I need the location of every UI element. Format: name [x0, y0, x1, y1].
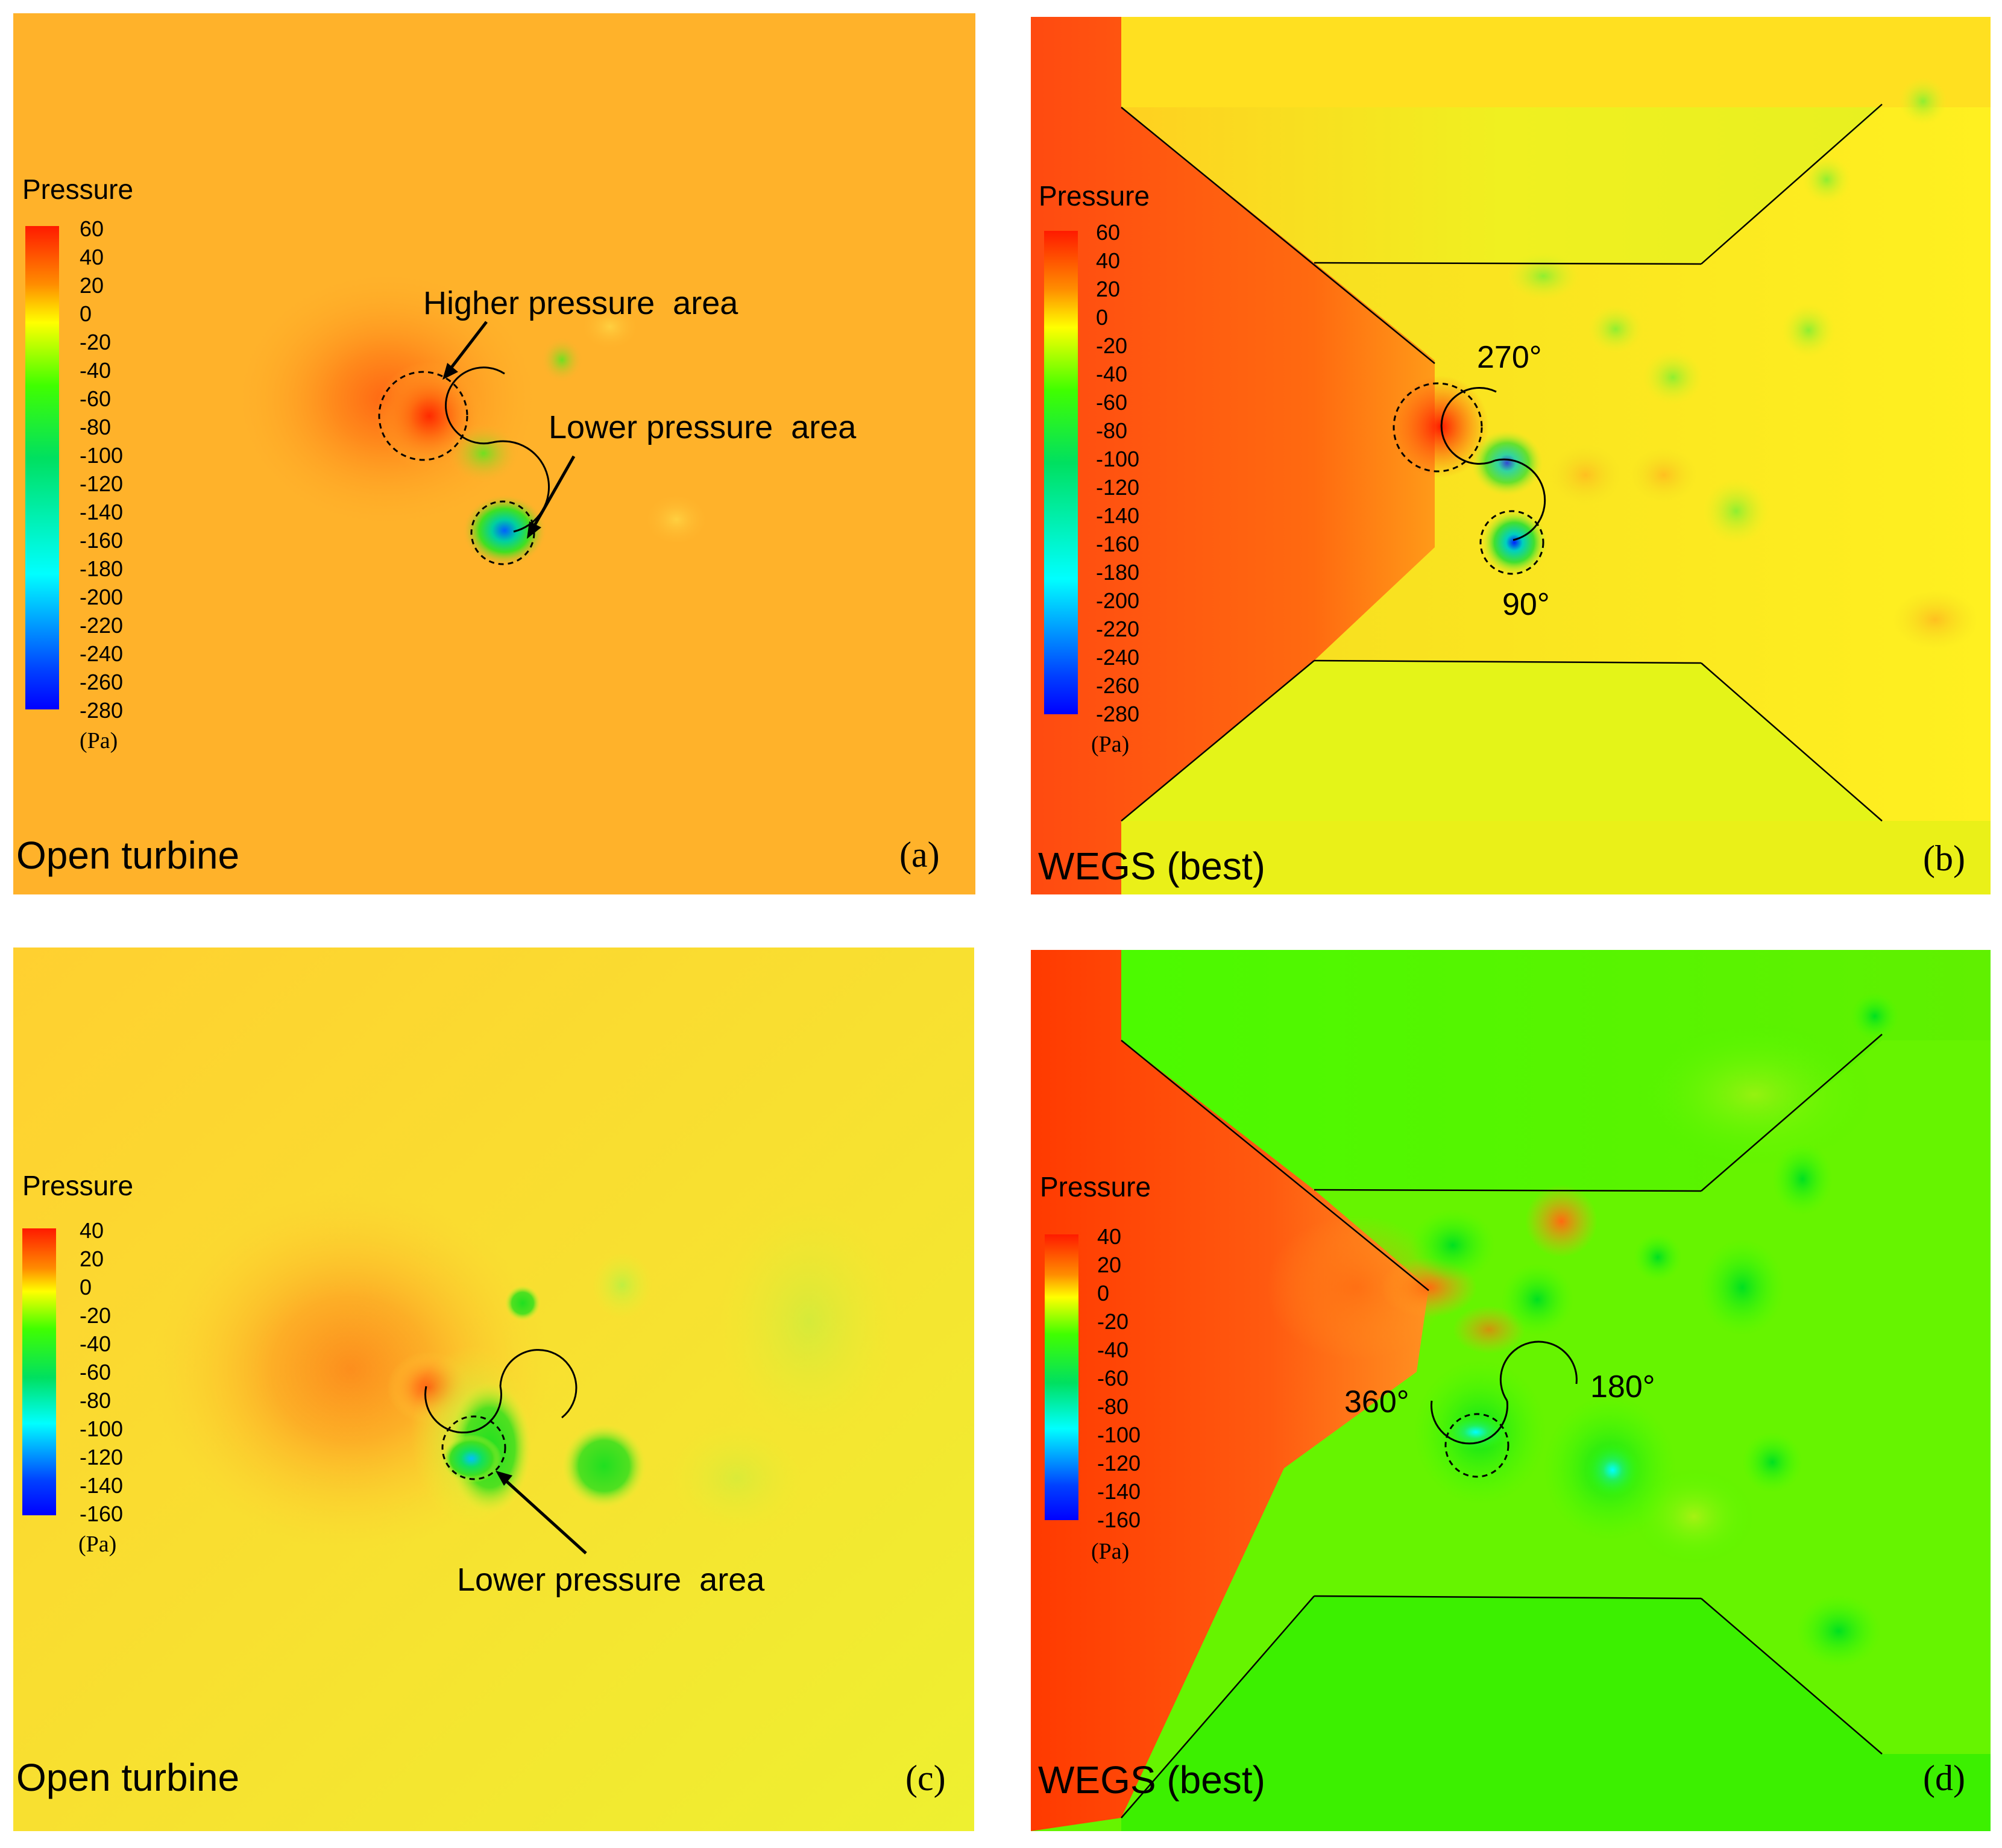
tick-label: 40 [1097, 1224, 1122, 1249]
tick-label: 0 [80, 1275, 92, 1300]
tick-label: -120 [1097, 1451, 1141, 1476]
tick-label: -200 [1096, 588, 1140, 613]
tick-label: -220 [80, 613, 124, 638]
pressure-field-c [13, 948, 974, 1831]
tick-label: 40 [80, 1218, 104, 1243]
tick-label: -160 [80, 528, 124, 553]
angle-label-90: 90° [1502, 587, 1550, 622]
tick-label: -40 [80, 1331, 112, 1356]
tick-label: 20 [80, 273, 104, 298]
panel-c: Pressure 40 20 0 -20 -40 -60 -80 -100 -1… [13, 948, 974, 1831]
unit-label: (Pa) [1091, 732, 1130, 757]
panel-letter: (c) [905, 1758, 946, 1798]
tick-label: -140 [80, 500, 124, 524]
lower-pressure-label: Lower pressure area [457, 1562, 765, 1598]
legend-title: Pressure [1039, 180, 1150, 212]
tick-label: 0 [80, 301, 92, 326]
tick-label: -180 [1096, 560, 1140, 585]
tick-label: -100 [1096, 447, 1140, 471]
tick-label: -120 [1096, 475, 1140, 500]
tick-label: -20 [1097, 1309, 1129, 1334]
panel-letter: (a) [899, 835, 940, 875]
tick-label: -20 [80, 1303, 112, 1328]
tick-label: -200 [80, 585, 124, 609]
tick-label: 40 [80, 245, 104, 269]
tick-label: 0 [1096, 305, 1109, 330]
tick-label: -80 [1097, 1394, 1129, 1419]
tick-label: -60 [80, 386, 112, 411]
tick-label: -40 [1097, 1337, 1129, 1362]
angle-label-270: 270° [1477, 340, 1542, 375]
tick-label: 20 [1096, 277, 1121, 301]
tick-label: 0 [1097, 1281, 1110, 1306]
legend-title: Pressure [1040, 1171, 1151, 1202]
tick-label: -40 [80, 358, 112, 383]
higher-pressure-label: Higher pressure area [423, 285, 738, 321]
tick-label: -40 [1096, 362, 1128, 386]
pressure-field-d [1031, 950, 1991, 1831]
unit-label: (Pa) [1091, 1539, 1130, 1564]
tick-label: -100 [80, 443, 124, 468]
pressure-field-a [13, 13, 975, 894]
tick-label: -160 [80, 1501, 124, 1526]
colorbar [1045, 1234, 1078, 1520]
tick-label: -240 [80, 641, 124, 666]
tick-label: -60 [80, 1360, 112, 1384]
angle-label-360: 360° [1344, 1384, 1409, 1419]
tick-label: -220 [1096, 617, 1140, 641]
angle-label-180: 180° [1590, 1369, 1655, 1404]
tick-label: -120 [80, 471, 124, 496]
legend-title: Pressure [22, 174, 134, 205]
tick-label: -120 [80, 1445, 124, 1469]
panel-a: Pressure 60 40 20 0 -20 -40 -60 -80 -100… [13, 13, 975, 894]
tick-label: -140 [1096, 503, 1140, 528]
tick-label: -100 [80, 1416, 124, 1441]
tick-label: -60 [1097, 1366, 1129, 1391]
case-label: WEGS (best) [1038, 1758, 1265, 1802]
tick-label: 60 [1096, 220, 1121, 245]
pressure-field-b [1031, 17, 1991, 894]
tick-label: 60 [80, 216, 104, 241]
case-label: Open turbine [16, 1756, 240, 1799]
tick-label: -140 [80, 1473, 124, 1498]
tick-label: -160 [1096, 532, 1140, 556]
lower-pressure-label: Lower pressure area [549, 409, 857, 445]
panel-letter: (b) [1923, 838, 1965, 878]
panel-b: Pressure 60 40 20 0 -20 -40 -60 -80 -100… [1031, 17, 1991, 894]
tick-label: -80 [80, 415, 112, 439]
tick-label: -260 [1096, 673, 1140, 698]
tick-label: -20 [80, 330, 112, 354]
tick-label: 20 [80, 1246, 104, 1271]
colorbar [25, 226, 59, 709]
colorbar [22, 1228, 56, 1515]
case-label: WEGS (best) [1038, 844, 1265, 888]
tick-label: 20 [1097, 1252, 1122, 1277]
tick-label: -280 [80, 698, 124, 723]
tick-label: -80 [1096, 418, 1128, 443]
tick-label: -260 [80, 670, 124, 694]
tick-label: -240 [1096, 645, 1140, 670]
unit-label: (Pa) [80, 728, 118, 753]
colorbar [1044, 231, 1078, 714]
tick-label: -140 [1097, 1479, 1141, 1504]
tick-label: 40 [1096, 248, 1121, 273]
tick-label: -80 [80, 1388, 112, 1413]
panel-d: Pressure 40 20 0 -20 -40 -60 -80 -100 -1… [1031, 950, 1991, 1831]
tick-label: -280 [1096, 702, 1140, 726]
case-label: Open turbine [16, 834, 240, 877]
tick-label: -60 [1096, 390, 1128, 415]
unit-label: (Pa) [78, 1532, 117, 1557]
tick-label: -100 [1097, 1422, 1141, 1447]
tick-label: -20 [1096, 333, 1128, 358]
tick-label: -180 [80, 556, 124, 581]
tick-label: -160 [1097, 1507, 1141, 1532]
legend-title: Pressure [22, 1170, 134, 1201]
panel-letter: (d) [1923, 1758, 1965, 1798]
